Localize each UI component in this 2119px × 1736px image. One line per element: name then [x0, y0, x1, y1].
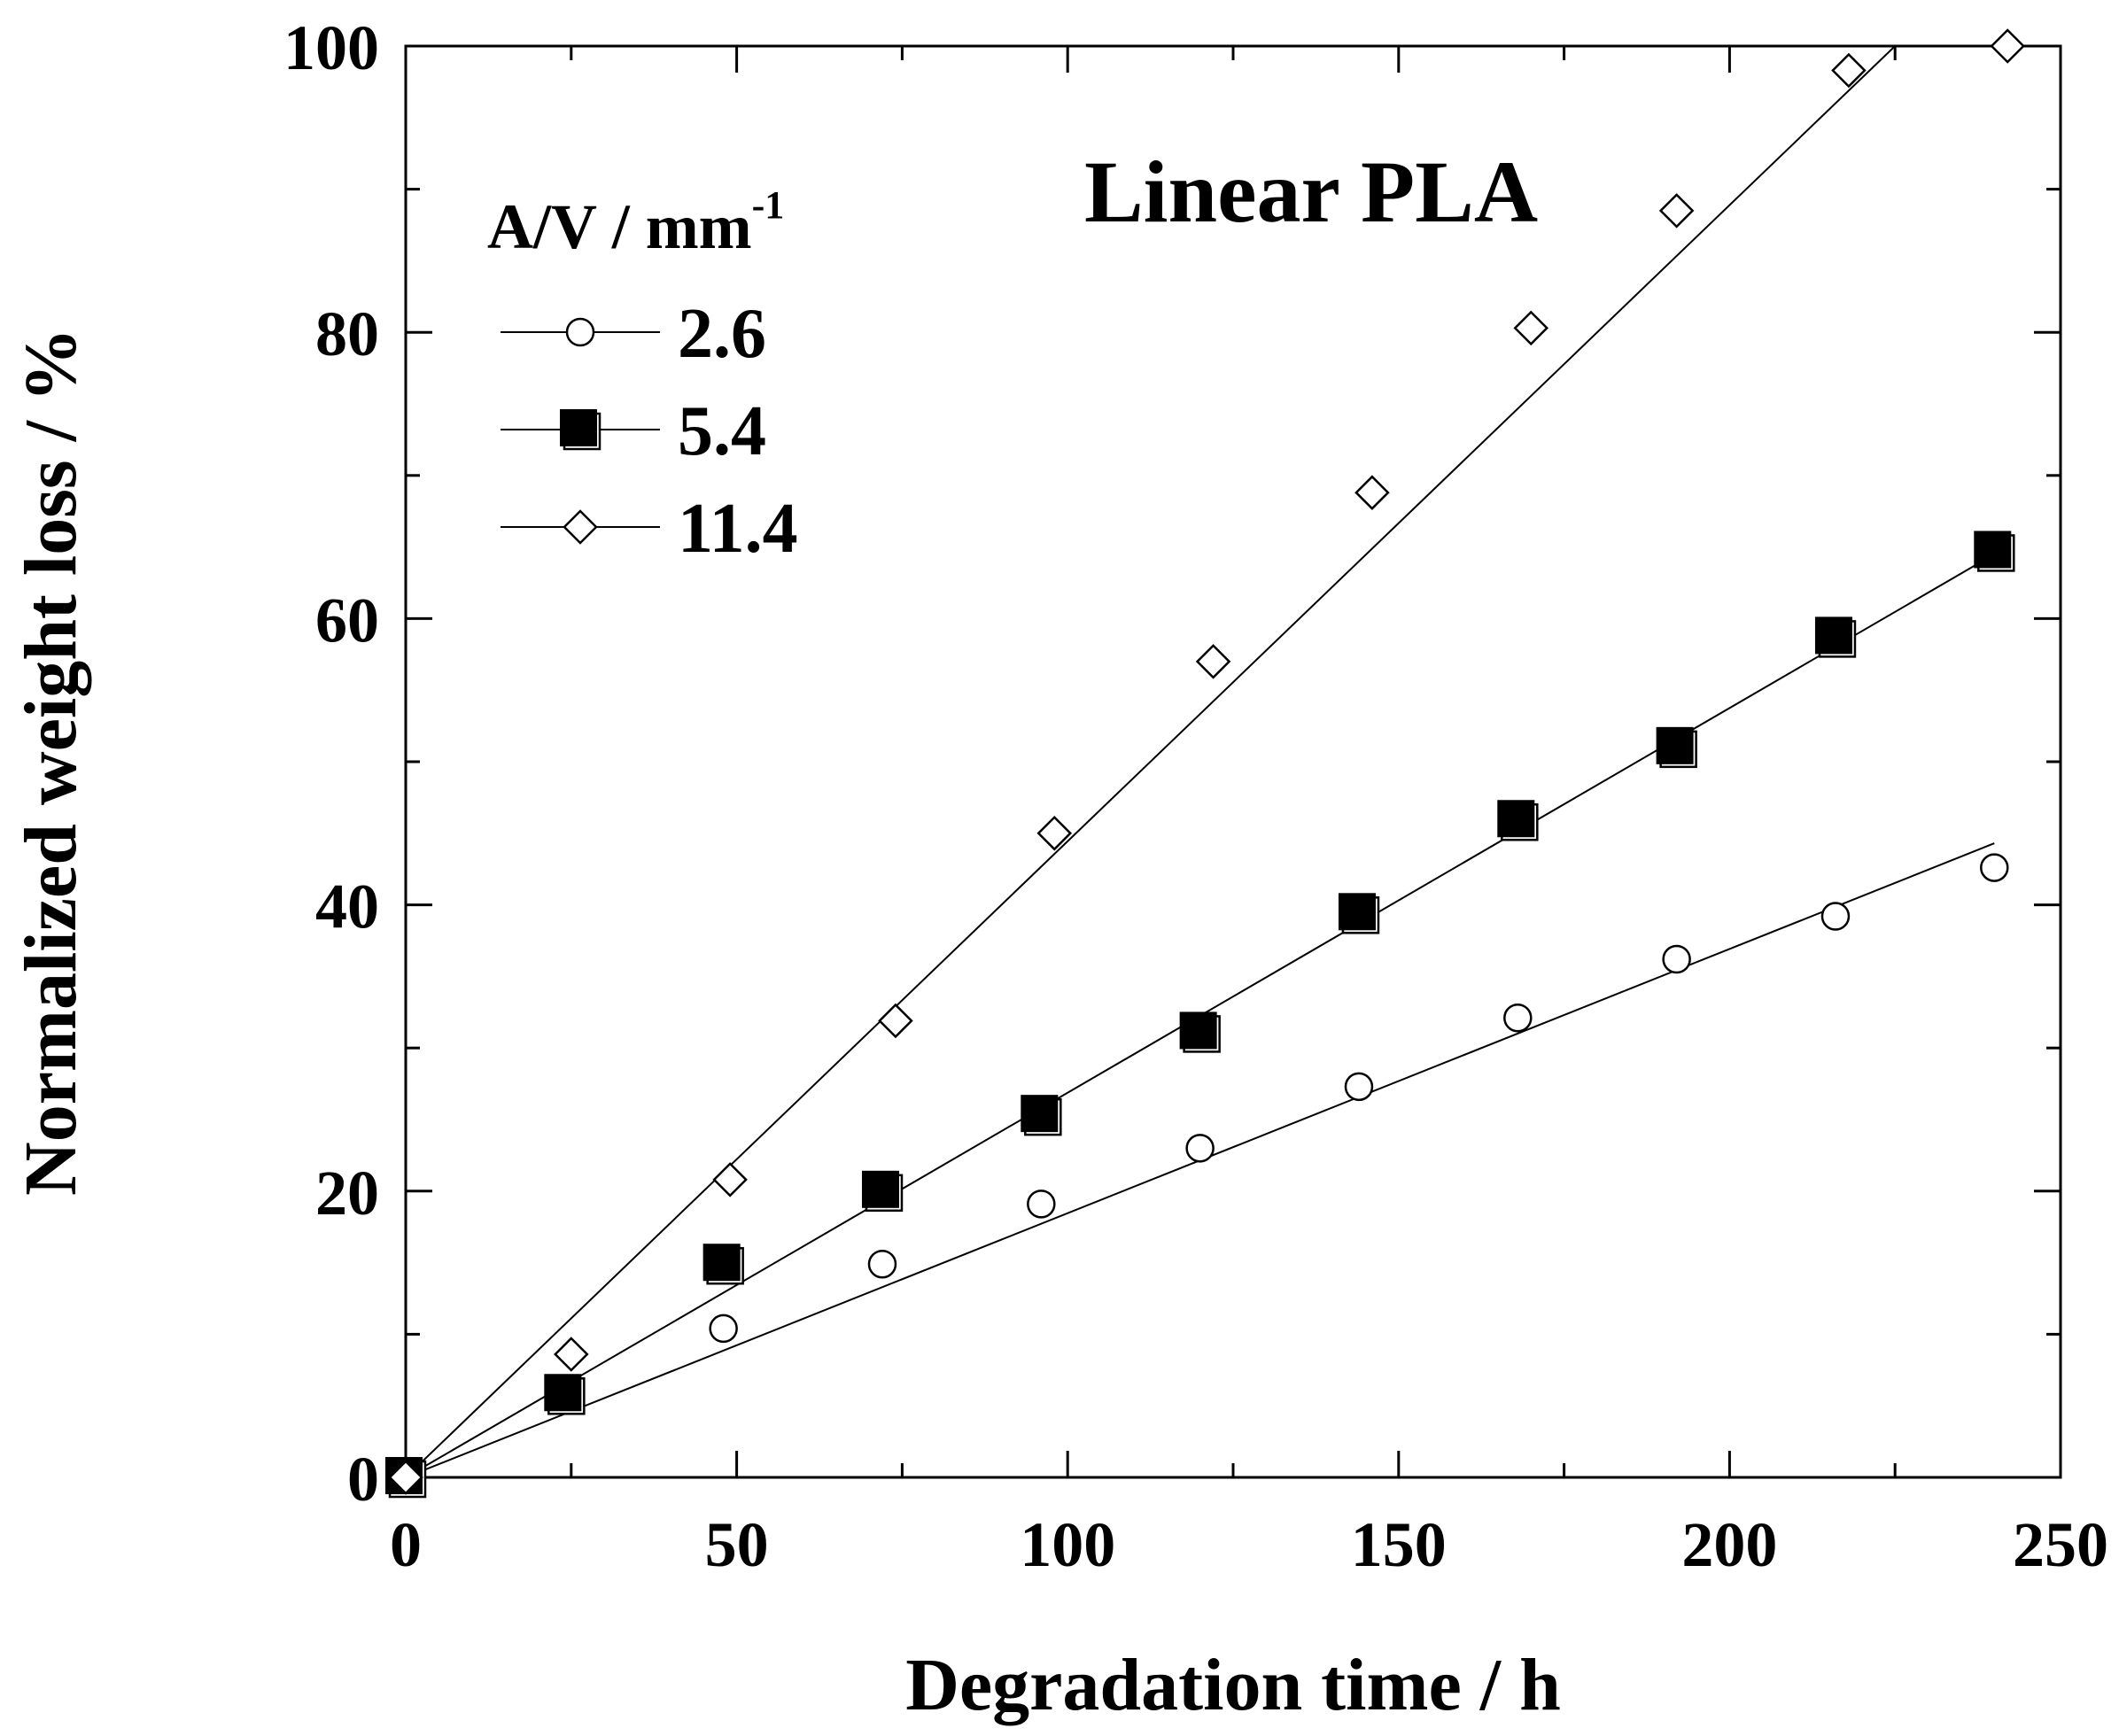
legend-marker-square-fill	[560, 409, 597, 446]
data-point-circle	[1662, 944, 1691, 974]
x-tick-label: 150	[1351, 1509, 1447, 1580]
data-point-square-fill	[1974, 531, 2012, 569]
legend-title-sup: -1	[752, 183, 785, 227]
legend-label: 11.4	[678, 490, 798, 568]
legend-marker-circle	[565, 317, 595, 347]
data-point-square-fill	[702, 1244, 741, 1282]
legend-title: A/V / mm-1	[487, 183, 784, 262]
x-tick-label: 200	[1681, 1509, 1777, 1580]
y-tick-label: 20	[315, 1158, 379, 1228]
data-point-diamond	[1513, 310, 1549, 346]
y-tick-label: 100	[283, 12, 379, 83]
data-point-diamond	[1831, 52, 1867, 89]
data-point-square-fill	[1497, 800, 1535, 838]
legend-marker-diamond	[563, 509, 598, 545]
data-point-square-fill	[1656, 726, 1694, 764]
x-tick-label: 250	[2013, 1509, 2108, 1580]
legend-label: 2.6	[678, 295, 766, 373]
data-point-diamond	[1658, 193, 1695, 229]
data-point-square	[861, 1170, 904, 1213]
data-point-square	[1814, 616, 1857, 658]
x-tick-label: 0	[390, 1509, 422, 1580]
data-point-circle	[1980, 853, 2009, 882]
x-tick-label: 100	[1020, 1509, 1115, 1580]
legend-title-main: A/V / mm	[487, 191, 752, 262]
data-points	[385, 28, 2025, 1499]
data-point-square-fill	[1814, 616, 1852, 655]
data-point-diamond	[1195, 644, 1231, 679]
data-point-square	[1179, 1011, 1221, 1053]
data-point-square	[1021, 1095, 1062, 1136]
data-point-square-fill	[1179, 1011, 1217, 1050]
data-point-circle	[1027, 1190, 1056, 1219]
y-tick-label: 60	[315, 585, 379, 655]
legend-label: 5.4	[678, 392, 766, 470]
data-point-diamond	[712, 1162, 748, 1197]
tick-labels: 0 50 100 150 200 250 0 20 40 60 80 100	[283, 12, 2108, 1580]
data-point-square	[1974, 531, 2015, 572]
fit-line-diamond	[405, 45, 1896, 1478]
data-point-diamond	[1990, 28, 2025, 64]
data-point-square	[1338, 893, 1380, 934]
y-tick-label: 40	[315, 872, 379, 942]
data-point-square-fill	[1338, 893, 1376, 931]
x-tick-label: 50	[705, 1509, 769, 1580]
data-point-square-fill	[861, 1170, 899, 1208]
data-point-square-fill	[1021, 1095, 1059, 1133]
data-point-circle	[1344, 1072, 1374, 1102]
axis-ticks	[404, 44, 2062, 1479]
data-point-circle	[1185, 1134, 1215, 1163]
legend: A/V / mm-1 2.6 5.4 11.4	[487, 183, 798, 568]
data-point-diamond	[1354, 475, 1390, 510]
legend-entries: 2.6 5.4 11.4	[501, 295, 798, 568]
data-point-diamond	[554, 1337, 589, 1372]
data-point-square	[1497, 800, 1539, 841]
data-point-square-fill	[544, 1374, 582, 1412]
data-point-square	[544, 1374, 586, 1415]
data-point-circle	[709, 1314, 738, 1344]
data-point-circle	[1503, 1004, 1533, 1033]
data-point-circle	[1820, 902, 1851, 931]
data-point-square	[1656, 726, 1697, 769]
y-tick-label: 0	[347, 1444, 379, 1515]
data-point-square	[702, 1244, 744, 1285]
legend-marker-square	[560, 409, 602, 451]
data-point-circle	[867, 1249, 897, 1279]
y-tick-label: 80	[315, 298, 379, 369]
data-point-diamond	[388, 1460, 423, 1495]
y-axis-label: Normalized weight loss / %	[10, 328, 92, 1196]
chart-title: Linear PLA	[1084, 143, 1538, 241]
x-axis-label: Degradation time / h	[905, 1644, 1561, 1726]
data-point-diamond	[878, 1003, 913, 1039]
data-point-diamond	[1036, 816, 1073, 851]
